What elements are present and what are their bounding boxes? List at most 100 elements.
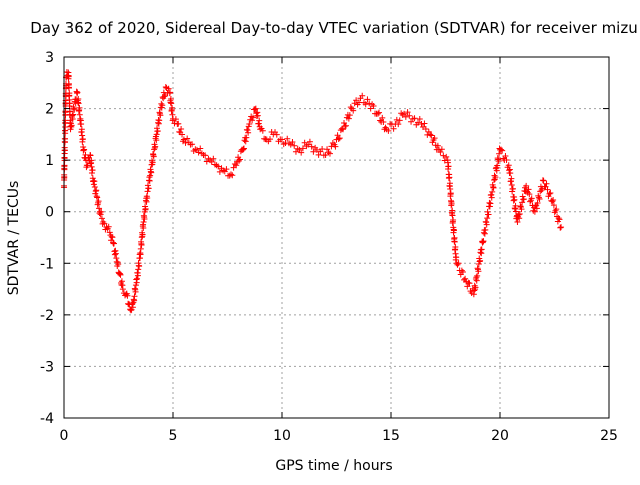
data-point [503,156,510,163]
data-point [76,111,83,118]
data-point [515,211,522,218]
data-point [335,136,342,143]
data-point [362,101,369,108]
data-point [332,143,339,150]
data-point [322,151,329,158]
data-point [512,208,519,215]
data-point [242,138,249,145]
data-point [79,135,86,142]
data-point [484,215,491,222]
data-point [233,162,240,169]
data-point [236,156,243,163]
data-point [143,198,150,205]
data-point [324,146,331,153]
data-point [157,112,164,119]
y-tick-label: 3 [45,50,54,66]
data-point [101,220,108,227]
data-point [518,206,525,213]
data-point [488,194,495,201]
data-point [169,111,176,118]
data-point [74,89,81,96]
data-point [313,146,320,153]
data-point [404,109,411,116]
data-point [325,149,332,156]
y-tick-label: 1 [45,153,54,169]
data-point [516,215,523,222]
data-point [61,135,68,142]
data-point [215,163,222,170]
chart-title: Day 362 of 2020, Sidereal Day-to-day VTE… [30,19,637,37]
data-point [345,115,352,122]
data-point [370,102,377,109]
x-tick-label: 10 [273,428,291,444]
data-point [279,136,285,143]
x-tick-label: 5 [169,428,178,444]
data-point [68,122,75,129]
data-point [502,153,509,159]
data-point [180,136,187,143]
data-point [364,96,371,103]
data-point [492,174,499,181]
data-point [415,119,422,126]
data-point [81,146,88,153]
data-point [366,100,373,107]
data-point [499,147,506,154]
data-point [521,187,528,194]
data-point [544,186,551,193]
data-point [153,131,160,138]
data-point [144,194,151,201]
y-tick-label: -2 [40,308,54,324]
data-point [498,146,505,153]
x-tick-label: 0 [60,428,69,444]
data-point [396,117,403,124]
data-point [455,260,462,267]
data-point [446,174,453,181]
data-point [401,110,408,117]
data-point [223,166,230,173]
data-point [146,177,153,184]
data-point [259,127,266,134]
data-point [140,219,147,226]
data-point [507,170,514,177]
data-point [483,221,490,228]
data-point [91,184,98,191]
data-point [156,117,163,124]
data-point [406,112,413,119]
data-point [539,177,546,184]
y-axis-label: SDTVAR / TECUs [6,181,22,296]
data-point [145,185,152,192]
data-point [189,141,196,148]
data-point [78,121,85,128]
data-point [422,125,429,132]
data-point [184,135,191,142]
data-point [289,138,296,145]
data-point [547,189,554,196]
data-point [243,134,250,141]
data-point [208,158,215,165]
data-point [93,187,100,194]
data-point [131,293,138,300]
data-point [482,226,489,233]
data-point [424,131,431,138]
data-point [256,117,263,124]
x-axis-label: GPS time / hours [275,458,392,474]
data-point [182,139,189,146]
data-point [557,224,564,231]
data-point [402,113,409,120]
data-point [87,152,94,159]
data-point [458,267,465,274]
data-point [450,217,457,224]
data-point [308,143,315,150]
data-point [88,163,95,170]
axes: 0 5 10 15 20 25 -4 -3 -2 -1 0 1 2 3 [40,50,618,444]
data-point [240,146,247,153]
data-point [197,145,204,152]
data-point [535,194,542,201]
data-point [520,196,527,203]
data-point [434,142,441,149]
data-point [431,135,438,142]
data-point [342,122,349,129]
data-point [446,180,453,187]
data-point [167,89,174,96]
